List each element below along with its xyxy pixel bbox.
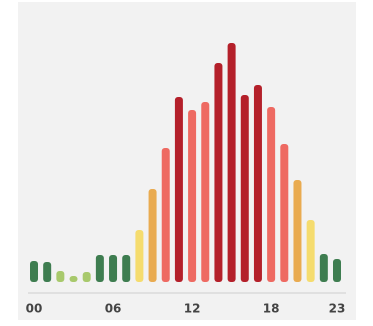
bar xyxy=(306,220,315,282)
bar xyxy=(43,262,52,282)
bar xyxy=(188,110,197,282)
bar xyxy=(280,144,289,282)
bar xyxy=(56,271,65,282)
bar xyxy=(122,255,131,282)
x-tick-label: 06 xyxy=(105,302,122,316)
bar xyxy=(69,276,78,282)
x-tick-label: 23 xyxy=(329,302,346,316)
bar xyxy=(82,272,91,282)
x-tick-label: 00 xyxy=(26,302,43,316)
bar xyxy=(95,255,104,282)
bar xyxy=(30,261,38,282)
bar xyxy=(240,95,249,282)
bar xyxy=(227,43,236,282)
bar xyxy=(333,259,341,282)
bar xyxy=(135,230,144,282)
bar xyxy=(161,148,170,282)
bar xyxy=(201,102,210,282)
bar xyxy=(319,254,328,282)
bar xyxy=(174,97,183,282)
bar xyxy=(267,107,276,282)
chart-background xyxy=(18,2,356,320)
bar xyxy=(293,180,302,282)
bar xyxy=(253,85,262,282)
bar xyxy=(214,63,223,282)
x-tick-label: 12 xyxy=(184,302,201,316)
bar xyxy=(148,189,157,282)
bar xyxy=(109,255,118,282)
x-tick-label: 18 xyxy=(263,302,280,316)
